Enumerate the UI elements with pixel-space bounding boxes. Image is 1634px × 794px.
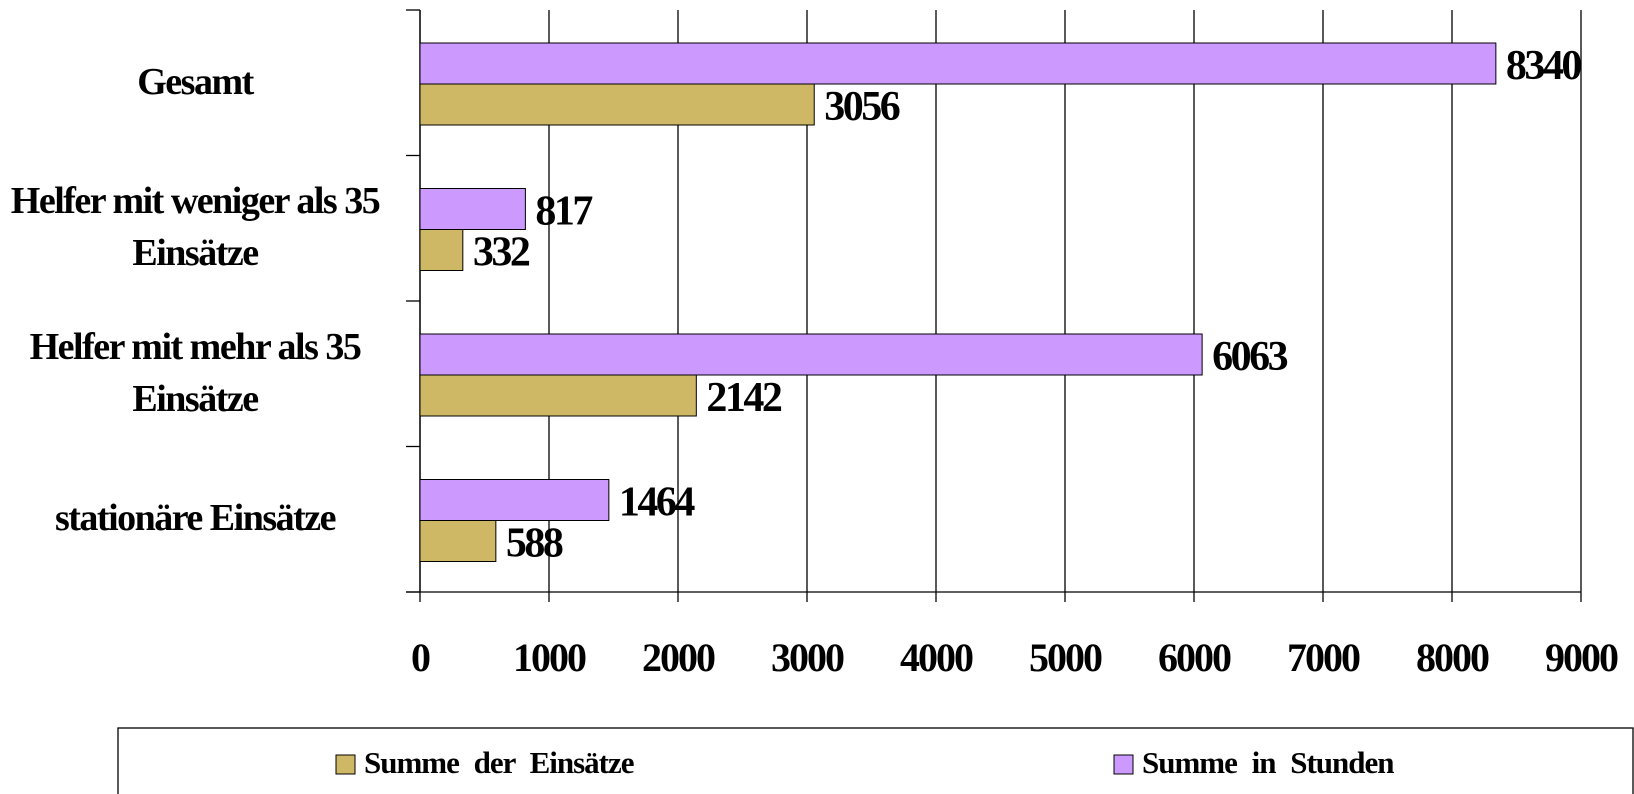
bar: [419, 83, 815, 126]
bar: [419, 479, 610, 521]
x-tick-label: 8000: [1416, 635, 1489, 680]
bar: [419, 374, 697, 417]
y-tick-label: stationäre Einsätze: [54, 497, 337, 540]
x-tick-label: 3000: [771, 635, 844, 680]
bar: [419, 229, 464, 271]
data-label: 2142: [706, 375, 782, 421]
data-label: 8340: [1506, 43, 1582, 89]
legend-box: [117, 727, 1634, 794]
x-tick-label: 7000: [1287, 635, 1360, 680]
x-tick-label: 6000: [1158, 635, 1231, 680]
x-tick-label: 0: [411, 635, 430, 680]
bar: [419, 333, 1203, 376]
bar: [419, 520, 497, 562]
data-label: 588: [506, 521, 563, 567]
bar: [419, 188, 526, 230]
legend-swatch: [1113, 754, 1134, 775]
data-label: 332: [473, 230, 530, 276]
legend-label: Summe der Einsätze: [364, 745, 634, 780]
data-label: 817: [535, 189, 592, 235]
data-label: 6063: [1212, 334, 1288, 380]
x-tick-label: 2000: [642, 635, 715, 680]
y-tick-label: Helfer mit mehr als 35 Einsätze: [29, 325, 362, 420]
bar: [419, 42, 1497, 85]
x-tick-label: 1000: [513, 635, 586, 680]
data-label: 3056: [824, 84, 900, 130]
x-tick-label: 5000: [1029, 635, 1102, 680]
y-tick-label: Helfer mit weniger als 35 Einsätze: [10, 180, 381, 275]
y-tick-label: Gesamt: [137, 60, 254, 103]
data-label: 1464: [619, 480, 696, 526]
legend-swatch: [335, 754, 356, 775]
x-tick-label: 4000: [900, 635, 973, 680]
legend-label: Summe in Stunden: [1142, 745, 1394, 780]
x-tick-label: 9000: [1545, 635, 1618, 680]
